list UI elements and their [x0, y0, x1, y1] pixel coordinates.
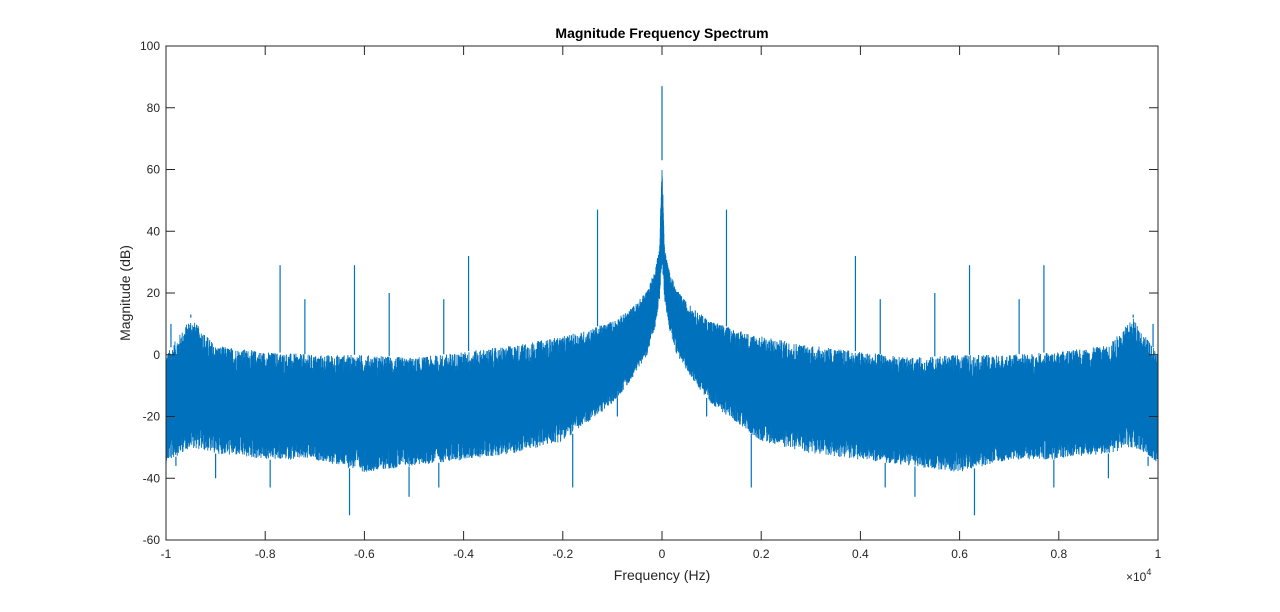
x-axis-ticks: -1 -0.8 -0.6 -0.4 -0.2 0 0.2 0.4 0.6 0.8 1 [161, 46, 1162, 561]
spectrum-series [165, 86, 1159, 516]
x-tick-label: 1 [1155, 547, 1162, 561]
y-tick-label: 20 [147, 286, 161, 300]
x-tick-label: -0.4 [453, 547, 474, 561]
x-axis-exponent-power: 4 [1146, 567, 1151, 577]
y-axis-ticks: -60 -40 -20 0 20 40 60 80 100 [140, 39, 1158, 547]
x-axis-label: Frequency (Hz) [614, 567, 710, 583]
y-axis-label: Magnitude (dB) [117, 245, 133, 341]
x-axis-exponent-base: ×10 [1126, 570, 1147, 584]
spectrum-line [165, 169, 1159, 472]
x-tick-label: 0.2 [753, 547, 770, 561]
x-axis-exponent: ×104 [1126, 567, 1151, 584]
x-tick-label: -1 [161, 547, 172, 561]
x-tick-label: -0.2 [552, 547, 573, 561]
x-tick-label: 0.8 [1050, 547, 1067, 561]
y-tick-label: 40 [147, 224, 161, 238]
y-tick-label: -60 [143, 533, 161, 547]
x-tick-label: 0.6 [951, 547, 968, 561]
x-tick-label: 0 [659, 547, 666, 561]
y-tick-label: -40 [143, 471, 161, 485]
x-tick-label: 0.4 [852, 547, 869, 561]
y-tick-label: 60 [147, 163, 161, 177]
y-tick-label: 0 [153, 348, 160, 362]
y-tick-label: -20 [143, 410, 161, 424]
chart-title: Magnitude Frequency Spectrum [555, 25, 768, 41]
y-tick-label: 100 [140, 39, 160, 53]
x-tick-label: -0.6 [354, 547, 375, 561]
x-tick-label: -0.8 [255, 547, 276, 561]
y-tick-label: 80 [147, 101, 161, 115]
